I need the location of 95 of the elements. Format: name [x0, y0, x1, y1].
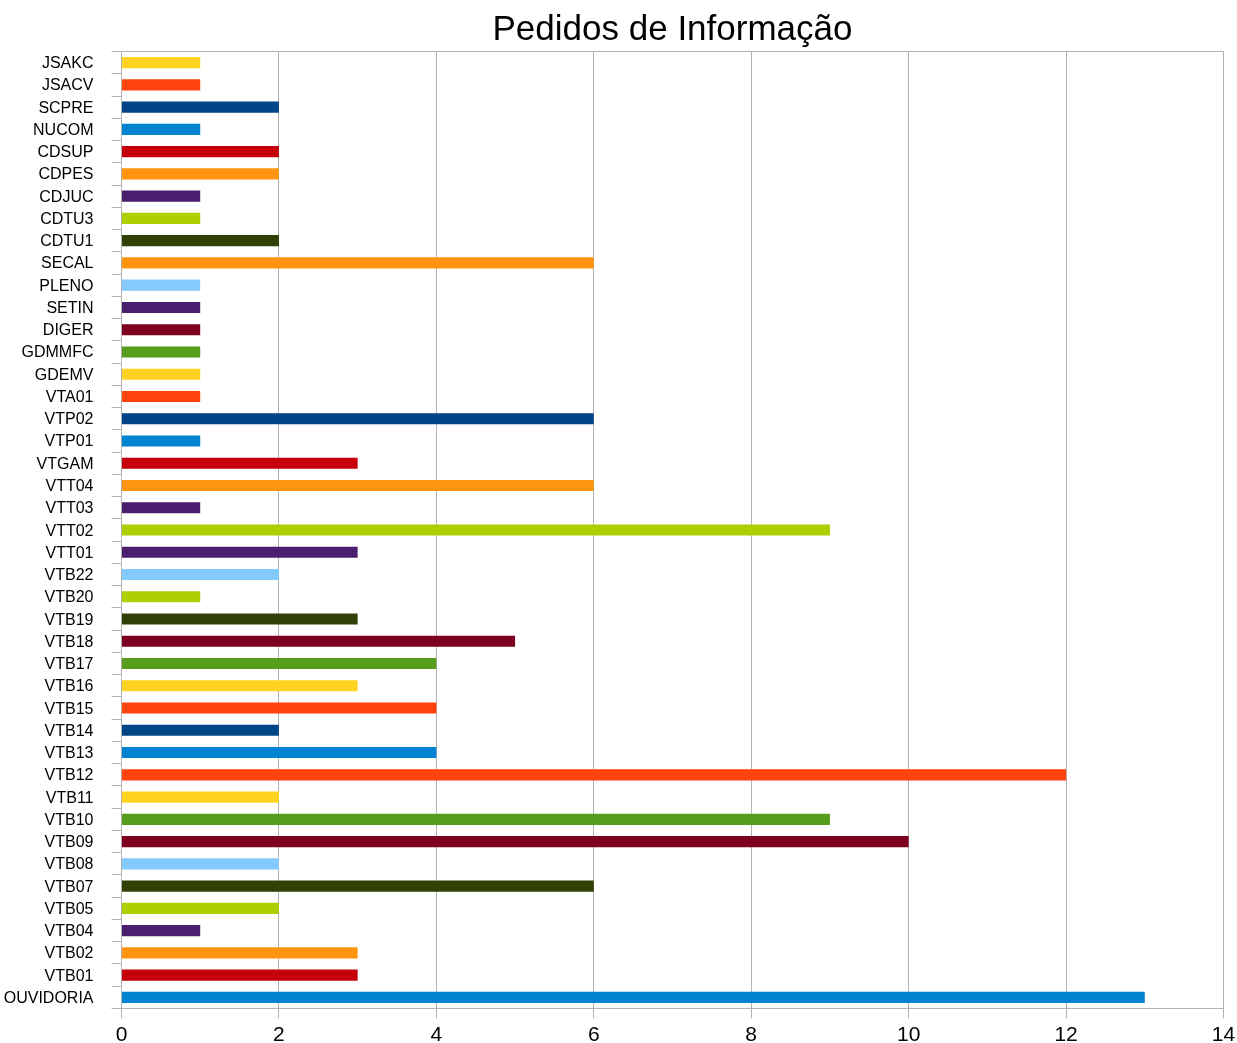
bar	[121, 925, 201, 937]
y-tick-label: VTB10	[44, 810, 94, 828]
y-tick-label: VTB05	[44, 899, 94, 917]
y-tick-label: JSAKC	[41, 54, 94, 72]
bar	[121, 969, 358, 981]
y-tick-label: SCPRE	[38, 98, 94, 116]
y-tick-label: VTB17	[44, 655, 94, 673]
y-tick-label: OUVIDORIA	[3, 988, 94, 1006]
x-tick-label: 2	[273, 1021, 285, 1043]
bar	[121, 591, 201, 603]
bar	[121, 635, 516, 647]
bar	[121, 880, 594, 892]
y-tick-label: VTB09	[44, 833, 94, 851]
y-tick-label: VTB15	[44, 699, 94, 717]
bar	[121, 101, 279, 113]
bar	[121, 390, 201, 403]
y-tick-label: VTB22	[44, 566, 94, 584]
y-tick-label: VTGAM	[36, 454, 94, 472]
y-tick-label: GDEMV	[34, 365, 94, 383]
bar	[121, 991, 1145, 1003]
y-tick-label: VTB08	[44, 855, 94, 873]
bar	[121, 524, 830, 536]
y-tick-label: VTB01	[44, 966, 94, 984]
y-tick-label: VTB12	[44, 766, 94, 784]
bar	[121, 702, 437, 714]
y-tick-label: VTB07	[44, 877, 94, 895]
y-tick-label: VTB16	[44, 677, 94, 695]
y-tick-label: JSACV	[41, 76, 94, 94]
y-tick-label: VTB13	[44, 744, 94, 762]
bar	[121, 502, 201, 514]
bar	[121, 79, 201, 91]
bar	[121, 568, 279, 581]
y-tick-label: CDSUP	[37, 143, 94, 161]
bar	[121, 301, 201, 314]
bar	[121, 457, 358, 469]
bar	[121, 724, 279, 736]
y-tick-label: VTT03	[45, 499, 94, 517]
x-tick-label: 4	[430, 1021, 443, 1043]
x-tick-label: 10	[896, 1021, 921, 1043]
y-tick-label: VTB19	[44, 610, 94, 628]
bar	[121, 858, 279, 870]
y-tick-label: VTB04	[44, 922, 94, 940]
y-tick-label: CDPES	[38, 165, 94, 183]
x-tick-label: 6	[587, 1021, 600, 1043]
y-tick-label: NUCOM	[33, 120, 94, 138]
bar	[121, 613, 358, 625]
bar	[121, 324, 201, 336]
bar	[121, 123, 201, 135]
bar	[121, 168, 279, 180]
bar	[121, 479, 594, 492]
bar	[121, 346, 201, 358]
y-tick-label: VTP02	[44, 410, 94, 428]
bar	[121, 413, 594, 425]
y-tick-label: PLENO	[39, 276, 94, 294]
bar	[121, 235, 279, 247]
bar	[121, 813, 830, 825]
bar	[121, 190, 201, 202]
bar	[121, 146, 279, 158]
bar	[121, 279, 201, 291]
bar	[121, 212, 201, 224]
x-tick-label: 14	[1211, 1021, 1236, 1043]
bar	[121, 368, 201, 380]
y-tick-label: VTB20	[44, 588, 94, 606]
chart-title: Pedidos de Informação	[492, 7, 853, 47]
y-tick-label: SECAL	[41, 254, 94, 272]
bar	[121, 769, 1067, 781]
bar	[121, 257, 594, 269]
bar	[121, 657, 437, 670]
bar	[121, 680, 358, 692]
bar	[121, 57, 201, 69]
bar	[121, 746, 437, 759]
y-tick-label: VTP01	[44, 432, 94, 450]
bar	[121, 546, 358, 558]
y-tick-label: CDTU1	[40, 232, 94, 250]
y-tick-label: VTB11	[45, 788, 94, 806]
y-tick-label: VTA01	[45, 387, 94, 405]
y-tick-label: CDTU3	[40, 209, 94, 227]
y-tick-label: DIGER	[42, 321, 94, 339]
y-tick-label: GDMMFC	[21, 343, 94, 361]
x-tick-label: 0	[115, 1021, 128, 1043]
bar	[121, 791, 279, 803]
y-tick-label: VTB14	[44, 721, 94, 739]
bar	[121, 435, 201, 447]
y-tick-label: VTT01	[45, 543, 94, 561]
x-tick-label: 12	[1054, 1021, 1078, 1043]
y-tick-label: VTB02	[44, 944, 94, 962]
y-tick-label: VTT04	[45, 476, 94, 494]
bar	[121, 836, 909, 848]
y-tick-label: CDJUC	[39, 187, 94, 205]
y-tick-label: VTT02	[45, 521, 94, 539]
x-tick-label: 8	[745, 1021, 758, 1043]
y-tick-label: VTB18	[44, 632, 94, 650]
y-tick-label: SETIN	[46, 298, 94, 316]
bar	[121, 947, 358, 959]
bar	[121, 902, 279, 914]
